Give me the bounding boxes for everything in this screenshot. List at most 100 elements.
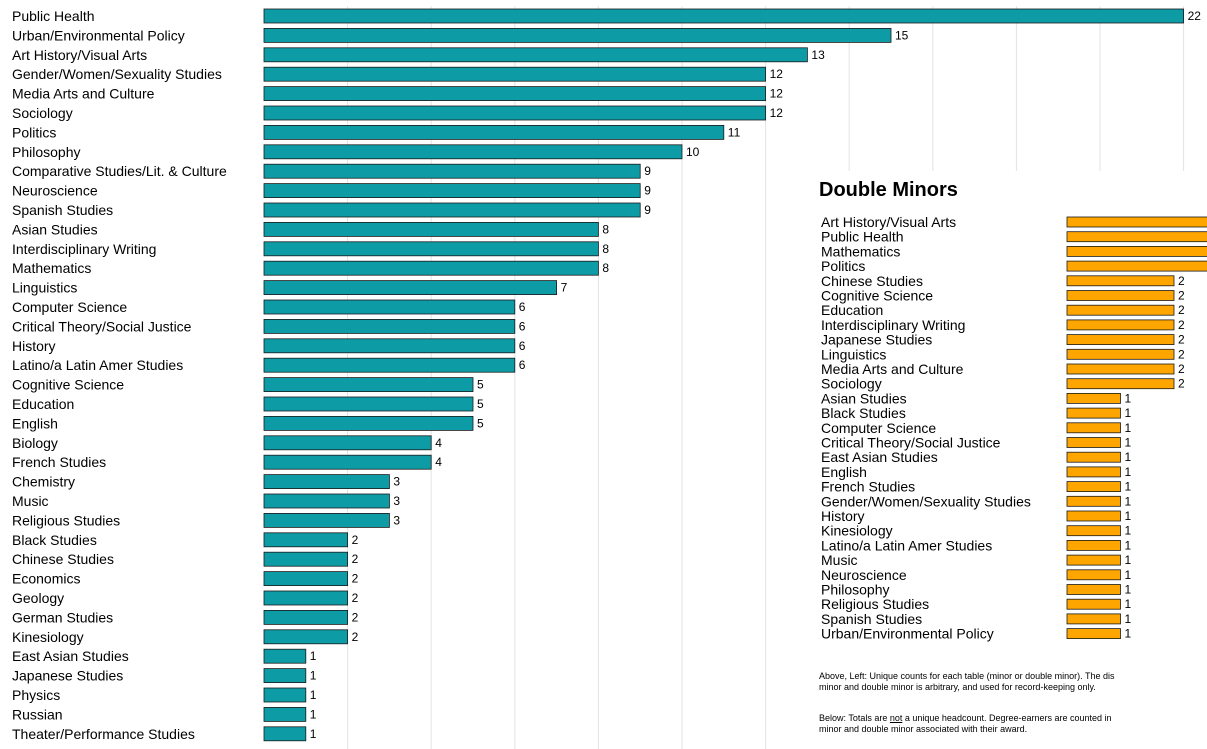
bar (263, 493, 390, 509)
value-label: 6 (519, 358, 526, 372)
bar (263, 435, 432, 451)
dm-value-label: 1 (1125, 583, 1132, 597)
value-label: 5 (477, 378, 484, 392)
category-label: Neuroscience (12, 183, 98, 199)
dm-bar (1066, 246, 1207, 257)
value-label: 6 (519, 319, 526, 333)
bar (263, 590, 348, 606)
double-minors-panel: Art History/Visual Arts Public Health Math… (809, 171, 1207, 749)
bar (263, 125, 725, 140)
value-label: 2 (352, 610, 359, 624)
dm-value-label: 1 (1125, 480, 1132, 494)
dm-category-label: Linguistics (821, 346, 886, 362)
value-label: 9 (644, 164, 651, 178)
value-label: 5 (477, 397, 484, 411)
category-label: Asian Studies (12, 221, 98, 237)
bar (263, 687, 307, 703)
value-label: 1 (310, 649, 317, 663)
dm-value-label: 2 (1178, 333, 1185, 347)
value-label: 8 (602, 222, 609, 236)
category-label: Computer Science (12, 299, 127, 315)
value-label: 15 (895, 28, 909, 42)
dm-category-label: Critical Theory/Social Justice (821, 435, 1001, 451)
category-label: Art History/Visual Arts (12, 47, 147, 63)
dm-value-label: 1 (1125, 391, 1132, 405)
dm-value-label: 1 (1125, 465, 1132, 479)
note2-post: a unique headcount. Degree-earners are c… (902, 713, 1112, 723)
dm-bar (1066, 613, 1121, 625)
dm-bar (1066, 319, 1175, 331)
category-label: Theater/Performance Studies (12, 726, 195, 742)
main-value-labels: 2215131212121110999888766665554433322222… (310, 9, 1201, 741)
dm-value-label: 1 (1125, 538, 1132, 552)
bar (263, 415, 474, 431)
bar (263, 513, 390, 528)
category-label: Gender/Women/Sexuality Studies (12, 66, 222, 82)
dm-value-label: 1 (1125, 436, 1132, 450)
dm-value-label: 2 (1178, 303, 1185, 317)
value-label: 4 (435, 455, 442, 469)
bar (263, 299, 516, 315)
note-below: Below: Totals are not a unique headcount… (819, 713, 1207, 735)
dm-category-label: Art History/Visual Arts (821, 214, 956, 230)
bar (263, 221, 599, 237)
dm-value-label: 2 (1178, 289, 1185, 303)
dm-category-label: Music (821, 552, 858, 568)
category-label: Black Studies (12, 532, 97, 548)
dm-category-label: Black Studies (821, 405, 906, 421)
category-label: Chemistry (12, 474, 75, 490)
value-label: 2 (352, 591, 359, 605)
dm-category-label: Spanish Studies (821, 611, 922, 627)
dm-category-label: French Studies (821, 479, 915, 495)
dm-category-label: Public Health (821, 229, 904, 245)
dm-category-label: Interdisciplinary Writing (821, 317, 965, 333)
dm-value-label: 2 (1178, 274, 1185, 288)
bar (263, 629, 348, 645)
dm-category-label: East Asian Studies (821, 449, 938, 465)
category-label: Cognitive Science (12, 377, 124, 393)
value-label: 8 (602, 242, 609, 256)
value-label: 9 (644, 184, 651, 198)
value-label: 10 (686, 145, 700, 159)
dm-value-label: 1 (1125, 494, 1132, 508)
dm-value-label: 1 (1125, 612, 1132, 626)
category-label: Linguistics (12, 280, 77, 296)
category-label: Music (12, 493, 49, 509)
bar (263, 532, 348, 548)
category-label: Religious Studies (12, 512, 120, 528)
category-label: Sociology (12, 105, 73, 121)
category-label: East Asian Studies (12, 648, 129, 664)
dm-bar (1066, 437, 1121, 448)
bar (263, 474, 390, 490)
category-label: Urban/Environmental Policy (12, 27, 185, 43)
dm-category-label: Urban/Environmental Policy (821, 626, 994, 642)
category-label: Spanish Studies (12, 202, 113, 218)
dm-category-label: Politics (821, 258, 865, 274)
category-label: English (12, 415, 58, 431)
dm-category-label: History (821, 508, 865, 524)
dm-category-label: Neuroscience (821, 567, 907, 583)
category-label: Critical Theory/Social Justice (12, 318, 192, 334)
dm-bar (1066, 422, 1121, 434)
bar (263, 183, 641, 199)
dm-value-label: 2 (1178, 347, 1185, 361)
dm-value-label: 1 (1125, 509, 1132, 523)
bar (263, 105, 767, 121)
dm-value-label: 1 (1125, 627, 1132, 641)
category-label: Interdisciplinary Writing (12, 241, 156, 257)
category-label: Kinesiology (12, 629, 84, 645)
value-label: 1 (310, 727, 317, 741)
category-label: German Studies (12, 609, 113, 625)
dm-bar (1066, 392, 1121, 404)
main-bars (263, 8, 1184, 742)
bar (263, 357, 516, 373)
bar (263, 648, 307, 664)
dm-category-label: Gender/Women/Sexuality Studies (821, 493, 1031, 509)
dm-bar (1066, 495, 1121, 507)
dm-value-label: 1 (1125, 524, 1132, 538)
bar (263, 260, 599, 276)
bar (263, 726, 307, 742)
value-label: 3 (393, 475, 400, 489)
